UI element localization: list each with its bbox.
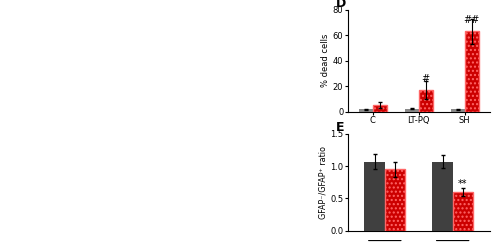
Text: #: # [422, 74, 430, 84]
Bar [464, 31, 478, 112]
Text: ##: ## [464, 15, 479, 25]
Bar [405, 109, 419, 112]
Bar [419, 90, 432, 112]
Text: E: E [336, 121, 344, 134]
Bar [373, 105, 386, 112]
Bar [385, 169, 405, 231]
Bar [451, 109, 464, 112]
Bar [432, 162, 452, 231]
Y-axis label: % dead cells: % dead cells [321, 34, 330, 87]
Bar [364, 162, 385, 231]
Text: **: ** [458, 179, 468, 189]
Y-axis label: GFAP⁻/GFAP⁺ ratio: GFAP⁻/GFAP⁺ ratio [318, 146, 328, 219]
Bar [452, 192, 473, 231]
Legend: no H₂O₂, +H₂O₂: no H₂O₂, +H₂O₂ [352, 138, 439, 147]
Text: D: D [336, 0, 346, 10]
Bar [359, 109, 373, 112]
